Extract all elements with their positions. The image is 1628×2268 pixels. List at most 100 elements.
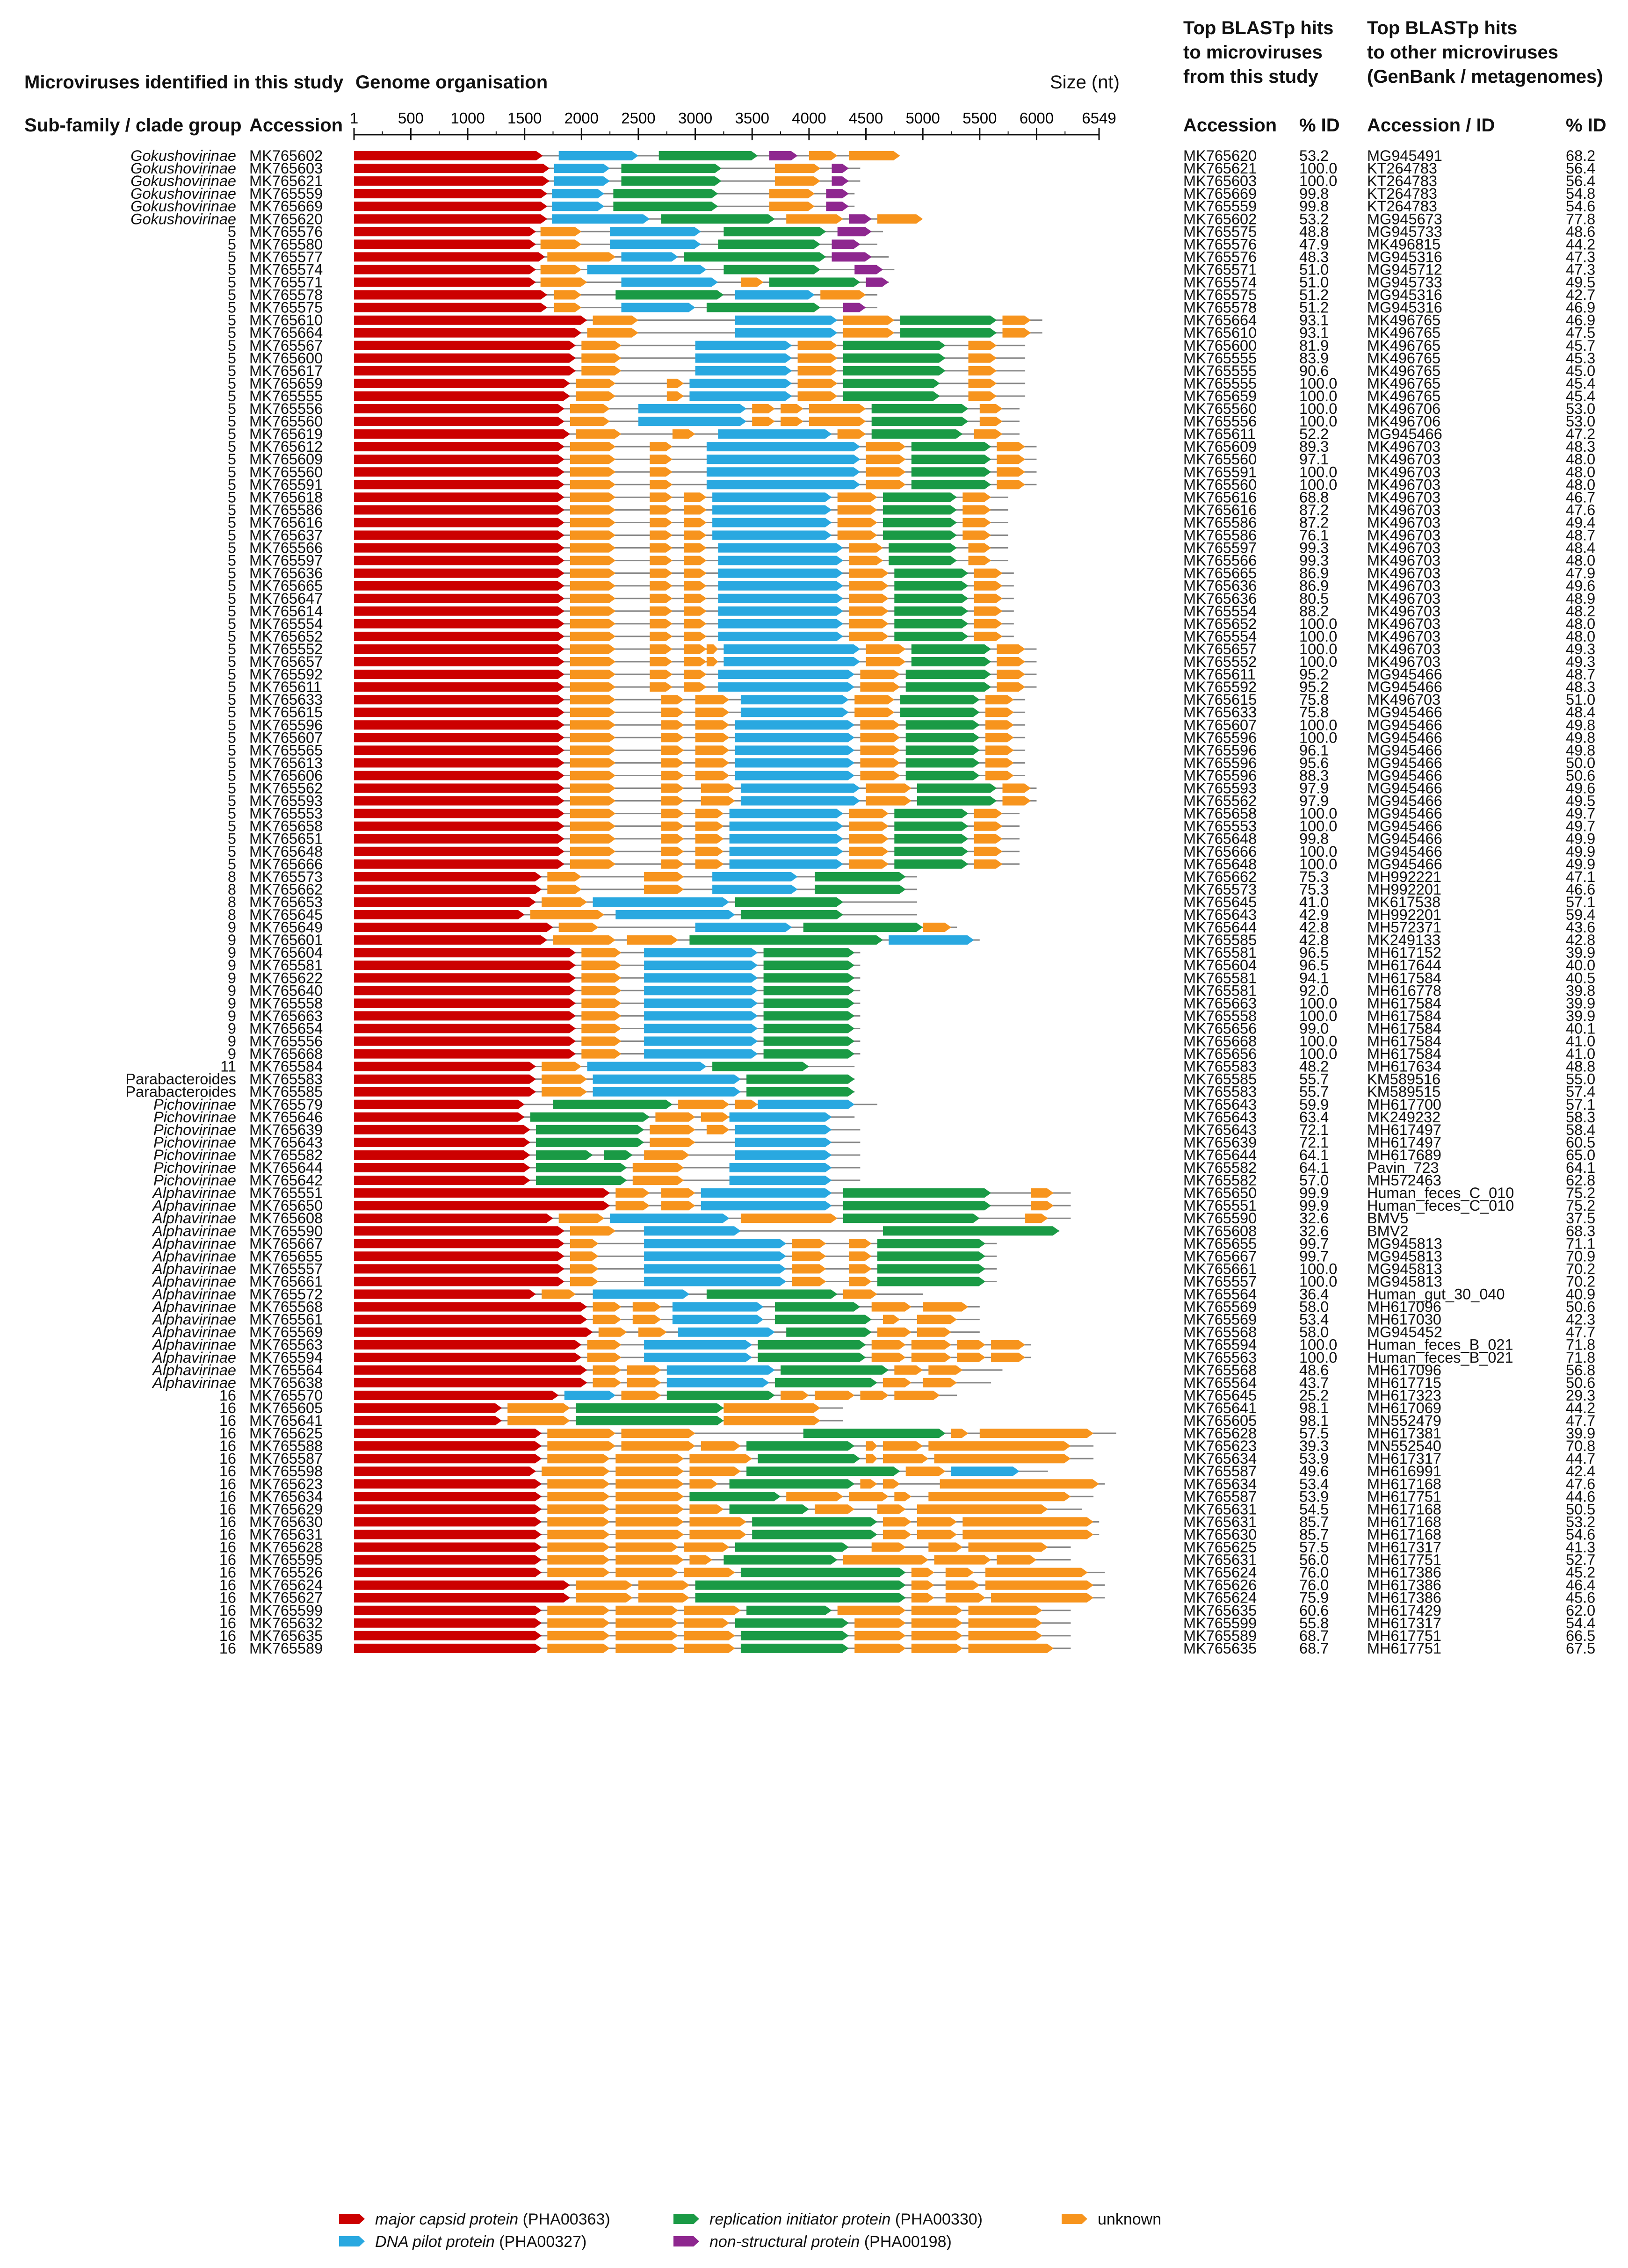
blast1-accession: MK765663 — [1183, 995, 1257, 1011]
replication-gene — [894, 846, 969, 856]
replication-gene — [729, 1504, 809, 1514]
blast1-accession: MK765658 — [1183, 805, 1257, 822]
capsid-gene — [354, 340, 576, 350]
blast1-percent-id: 100.0 — [1299, 375, 1337, 392]
blast1-percent-id: 75.3 — [1299, 881, 1329, 898]
unknown-gene — [632, 1315, 661, 1324]
blast2-percent-id: 70.9 — [1566, 1248, 1595, 1264]
row-accession: MK765663 — [249, 1007, 323, 1024]
blast2-accession: MH617323 — [1367, 1387, 1441, 1404]
unknown-gene — [695, 708, 730, 717]
blast1-accession: MK765582 — [1183, 1159, 1257, 1176]
replication-gene — [911, 657, 991, 666]
blast1-accession: MK765631 — [1183, 1513, 1257, 1530]
unknown-gene — [650, 492, 673, 502]
blast2-accession: MH617751 — [1367, 1552, 1441, 1568]
unknown-gene — [540, 239, 582, 249]
unknown-gene — [849, 1492, 889, 1502]
capsid-gene — [354, 1125, 530, 1134]
row-group: 11 — [220, 1058, 236, 1075]
blast1-percent-id: 72.1 — [1299, 1121, 1329, 1138]
header-accession: Accession — [249, 115, 343, 136]
blast2-percent-id: 29.3 — [1566, 1387, 1595, 1404]
row-group: Alphavirinae — [152, 1197, 236, 1214]
blast2-percent-id: 70.8 — [1566, 1437, 1595, 1454]
row-group: Gokushovirinae — [130, 147, 236, 164]
capsid-gene — [354, 556, 564, 565]
blast1-percent-id: 99.7 — [1299, 1248, 1329, 1264]
blast1-percent-id: 97.9 — [1299, 793, 1329, 809]
blast2-percent-id: 45.3 — [1566, 350, 1595, 367]
row-group: 16 — [219, 1475, 236, 1492]
row-group: 9 — [228, 944, 236, 961]
blast2-percent-id: 47.3 — [1566, 261, 1595, 278]
replication-gene — [718, 239, 821, 249]
row-accession: MK765568 — [249, 1299, 323, 1315]
blast2-percent-id: 57.1 — [1566, 894, 1595, 910]
unknown-gene — [695, 745, 730, 755]
pilot-gene — [729, 834, 843, 844]
blast1-percent-id: 100.0 — [1299, 173, 1337, 189]
unknown-gene — [962, 492, 991, 502]
unknown-gene — [979, 404, 1003, 413]
pilot-gene — [610, 227, 701, 237]
unknown-gene — [866, 467, 906, 477]
blast1-accession: MK765603 — [1183, 173, 1257, 189]
unknown-gene — [661, 1201, 695, 1211]
blast1-accession: MK765635 — [1183, 1602, 1257, 1619]
replication-gene — [911, 442, 991, 452]
row-group: 16 — [219, 1501, 236, 1517]
unknown-gene — [570, 644, 616, 654]
unknown-gene — [849, 1239, 872, 1249]
blast2-accession: MG945491 — [1367, 147, 1442, 164]
blast2-percent-id: 47.3 — [1566, 248, 1595, 265]
blast1-percent-id: 53.4 — [1299, 1311, 1329, 1328]
row-group: 16 — [219, 1564, 236, 1581]
header-blast1-line1: Top BLASTp hits — [1183, 18, 1334, 38]
unknown-gene — [570, 543, 616, 553]
replication-gene — [843, 340, 946, 350]
blast2-percent-id: 42.3 — [1566, 1311, 1595, 1328]
pilot-gene — [644, 948, 758, 958]
replication-gene — [843, 1188, 991, 1198]
blast2-accession: MK496765 — [1367, 388, 1440, 404]
unknown-gene — [991, 1593, 1094, 1603]
blast2-accession: MG945466 — [1367, 856, 1442, 873]
blast2-accession: MG945466 — [1367, 666, 1442, 683]
unknown-gene — [547, 1441, 616, 1451]
unknown-gene — [650, 1125, 695, 1134]
unknown-gene — [706, 657, 718, 666]
blast1-percent-id: 96.1 — [1299, 742, 1329, 758]
capsid-gene — [354, 328, 582, 338]
unknown-gene — [849, 809, 889, 818]
unknown-gene — [661, 796, 684, 806]
row-group: 9 — [228, 957, 236, 974]
row-accession: MK765600 — [249, 350, 323, 367]
blast2-percent-id: 48.7 — [1566, 666, 1595, 683]
unknown-gene — [540, 227, 582, 237]
blast1-accession: MK765611 — [1183, 426, 1256, 442]
row-accession: MK765650 — [249, 1197, 323, 1214]
blast1-percent-id: 68.8 — [1299, 489, 1329, 506]
blast1-accession: MK765594 — [1183, 1336, 1257, 1353]
row-group: Parabacteroides — [125, 1083, 236, 1100]
blast1-accession: MK765597 — [1183, 540, 1257, 556]
row-accession: MK765661 — [249, 1273, 323, 1290]
capsid-gene — [354, 910, 525, 919]
blast2-accession: MK496703 — [1367, 653, 1440, 670]
unknown-gene — [650, 593, 673, 603]
capsid-gene — [354, 1605, 542, 1615]
blast2-accession: MH617715 — [1367, 1374, 1441, 1391]
blast1-accession: MK765575 — [1183, 223, 1257, 240]
unknown-gene — [797, 391, 838, 401]
blast1-percent-id: 100.0 — [1299, 641, 1337, 657]
row-accession: MK765592 — [249, 666, 323, 683]
unknown-gene — [558, 1213, 604, 1223]
blast2-percent-id: 49.9 — [1566, 856, 1595, 873]
blast1-percent-id: 95.6 — [1299, 754, 1329, 771]
blast2-percent-id: 58.3 — [1566, 1109, 1595, 1126]
blast1-accession: MK765573 — [1183, 881, 1257, 898]
unknown-gene — [547, 1567, 610, 1577]
replication-gene — [803, 923, 923, 932]
pilot-gene — [554, 176, 610, 186]
